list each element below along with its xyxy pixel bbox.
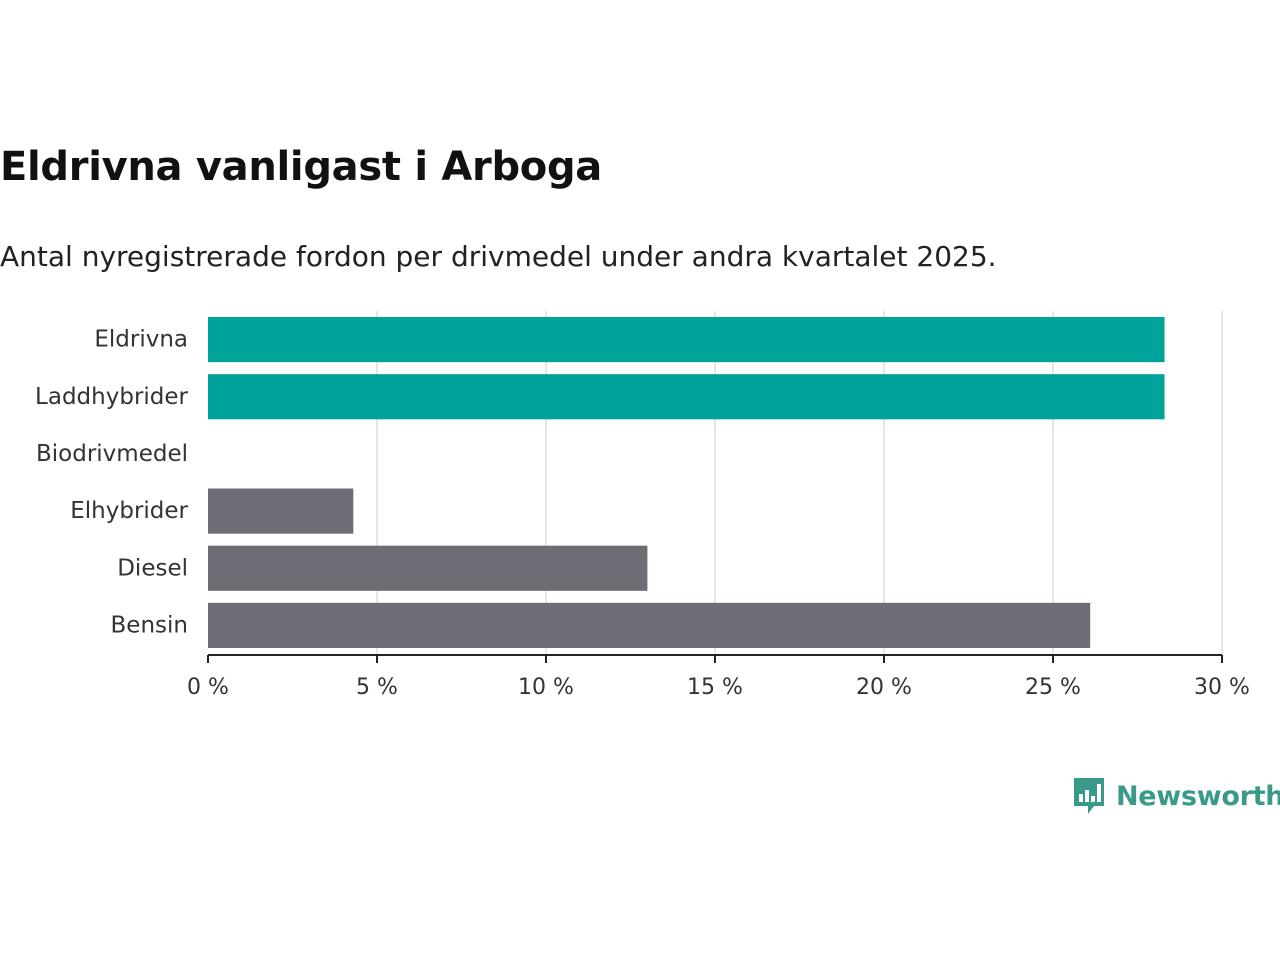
category-label: Bensin	[111, 612, 188, 638]
bar-eldrivna	[208, 317, 1165, 363]
x-tick-label: 20 %	[856, 675, 912, 700]
x-tick-label: 0 %	[187, 675, 229, 700]
x-tick-label: 30 %	[1194, 675, 1250, 700]
chart-title: Eldrivna vanligast i Arboga	[0, 144, 602, 190]
x-tick-label: 5 %	[356, 675, 398, 700]
brand-logo: Newsworthy	[1072, 774, 1280, 818]
category-label: Eldrivna	[94, 327, 188, 353]
bar-elhybrider	[208, 488, 354, 534]
x-axis: 0 % 5 % 10 % 15 % 20 % 25 % 30 %	[187, 654, 1250, 700]
bars	[208, 317, 1165, 648]
category-label: Laddhybrider	[35, 384, 188, 410]
brand-name: Newsworthy	[1116, 780, 1280, 812]
chart-subtitle: Antal nyregistrerade fordon per drivmede…	[0, 240, 997, 273]
category-label: Diesel	[117, 555, 188, 581]
x-tick-label: 25 %	[1025, 675, 1081, 700]
bar-diesel	[208, 545, 648, 591]
category-label: Biodrivmedel	[36, 441, 188, 467]
x-tick-label: 10 %	[518, 675, 574, 700]
bar-laddhybrider	[208, 374, 1165, 420]
x-tick-label: 15 %	[687, 675, 743, 700]
category-label: Elhybrider	[70, 498, 188, 524]
gridlines	[376, 311, 1223, 654]
bar-chart-speech-bubble-icon	[1074, 778, 1104, 814]
category-labels: Eldrivna Laddhybrider Biodrivmedel Elhybrid…	[35, 327, 188, 639]
bar-bensin	[208, 602, 1091, 648]
